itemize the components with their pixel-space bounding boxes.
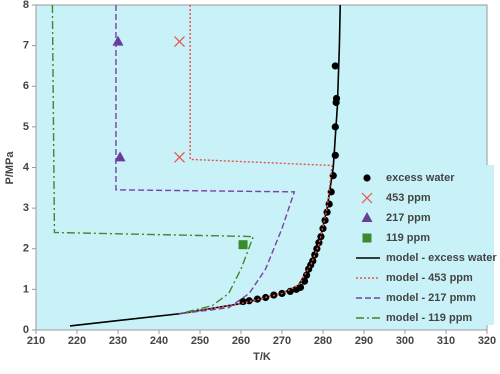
x-tick-label: 300 xyxy=(396,335,414,347)
y-tick-label: 1 xyxy=(23,283,29,295)
legend-label: model - 217 pmm xyxy=(386,292,476,304)
y-tick-label: 6 xyxy=(23,80,29,92)
legend-marker xyxy=(363,174,371,182)
x-tick-label: 260 xyxy=(232,335,250,347)
x-tick-label: 210 xyxy=(27,335,45,347)
x-tick-label: 220 xyxy=(68,335,86,347)
x-axis-label: T/K xyxy=(253,351,271,363)
y-tick-label: 0 xyxy=(23,324,29,336)
data-point xyxy=(332,94,341,103)
legend-label: excess water xyxy=(386,172,455,184)
data-point xyxy=(331,151,339,159)
x-tick-label: 320 xyxy=(478,335,496,347)
legend-label: 453 ppm xyxy=(386,192,431,204)
y-tick-label: 8 xyxy=(23,0,29,11)
x-tick-label: 240 xyxy=(150,335,168,347)
legend-label: 119 ppm xyxy=(386,232,430,244)
y-axis-label: P/MPa xyxy=(4,151,16,185)
series-line xyxy=(179,5,333,315)
legend-label: 217 ppm xyxy=(386,212,431,224)
legend-marker xyxy=(361,192,373,204)
x-tick-label: 230 xyxy=(109,335,127,347)
data-point xyxy=(331,62,339,70)
legend-label: model - excess water xyxy=(386,252,497,264)
legend-marker xyxy=(362,233,372,243)
legend-label: model - 119 ppm xyxy=(386,312,472,324)
x-tick-label: 270 xyxy=(273,335,291,347)
y-tick-label: 3 xyxy=(23,202,29,214)
y-tick-label: 5 xyxy=(23,121,29,133)
data-point xyxy=(174,151,185,163)
data-point xyxy=(114,151,126,162)
legend-label: model - 453 ppm xyxy=(386,272,473,284)
series-line xyxy=(115,5,296,315)
data-point xyxy=(174,36,185,47)
y-tick-label: 2 xyxy=(23,243,29,255)
legend-marker xyxy=(361,212,373,222)
x-tick-label: 280 xyxy=(314,335,332,347)
y-tick-label: 4 xyxy=(23,161,30,173)
data-point xyxy=(238,240,248,250)
series-line xyxy=(51,4,255,315)
x-tick-label: 290 xyxy=(355,335,373,347)
x-tick-label: 250 xyxy=(191,335,209,347)
y-tick-label: 7 xyxy=(23,40,29,52)
x-tick-label: 310 xyxy=(437,335,455,347)
